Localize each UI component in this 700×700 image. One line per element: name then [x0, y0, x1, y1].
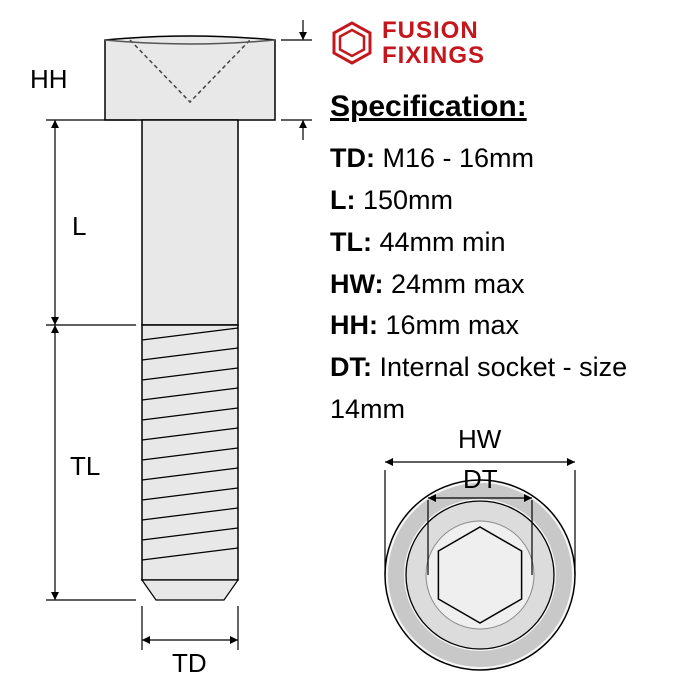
label-tl: TL [70, 451, 100, 481]
spec-row: TD: M16 - 16mm [330, 138, 690, 180]
logo-hex-icon [330, 21, 374, 65]
spec-value: 44mm min [380, 227, 506, 257]
logo-text-line1: FUSION [382, 18, 485, 43]
spec-key: HW: [330, 269, 384, 299]
spec-key: DT: [330, 352, 372, 382]
spec-row: HH: 16mm max [330, 305, 690, 347]
logo-text-line2: FIXINGS [382, 43, 485, 68]
spec-row: TL: 44mm min [330, 222, 690, 264]
spec-row: HW: 24mm max [330, 264, 690, 306]
spec-value: 16mm max [386, 310, 520, 340]
spec-value: 24mm max [391, 269, 525, 299]
spec-row: L: 150mm [330, 180, 690, 222]
spec-key: TL: [330, 227, 372, 257]
side-view-diagram: HH L TL TD [10, 10, 330, 690]
spec-key: L: [330, 185, 355, 215]
label-hh: HH [30, 64, 68, 94]
spec-value: 150mm [363, 185, 453, 215]
label-td: TD [172, 648, 207, 678]
spec-title: Specification: [330, 90, 690, 124]
spec-key: HH: [330, 310, 378, 340]
label-l: L [72, 211, 86, 241]
top-view-diagram: HW DT [345, 410, 645, 690]
brand-logo: FUSION FIXINGS [330, 18, 485, 68]
spec-value: M16 - 16mm [383, 143, 535, 173]
specification-block: Specification: TD: M16 - 16mm L: 150mm T… [330, 90, 690, 431]
label-hw: HW [458, 424, 502, 454]
label-dt: DT [463, 464, 498, 494]
spec-key: TD: [330, 143, 375, 173]
